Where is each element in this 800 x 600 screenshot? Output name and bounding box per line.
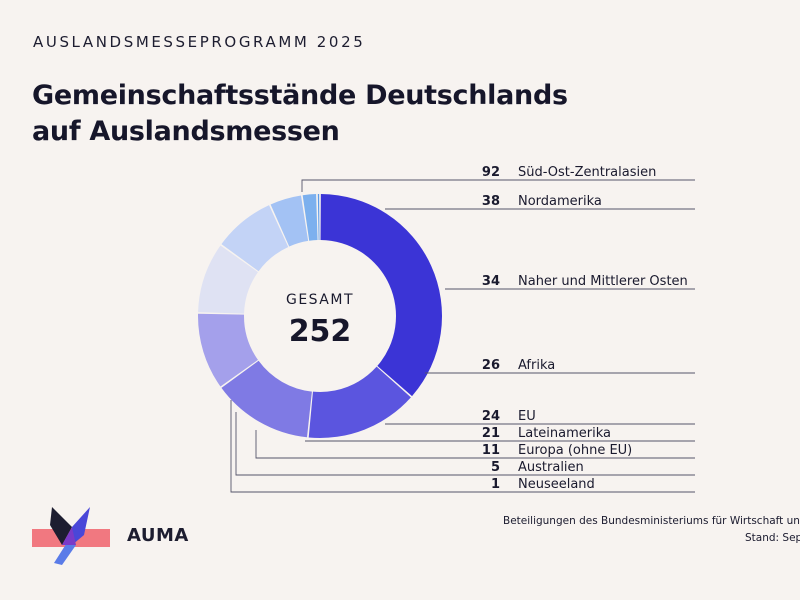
slice-nordamerika bbox=[308, 366, 411, 438]
title-line-1: Gemeinschaftsstände Deutschlands bbox=[32, 80, 568, 111]
chart-title: Gemeinschaftsstände Deutschlands auf Aus… bbox=[32, 78, 568, 150]
value-label-lateinamerika: 21 bbox=[482, 426, 500, 441]
leader-lines bbox=[230, 179, 695, 493]
value-label-europa-ohne-eu: 11 bbox=[482, 443, 500, 458]
slice-naher-und-mittlerer-osten bbox=[221, 360, 312, 438]
slice-neuseeland bbox=[317, 194, 320, 241]
category-label-naher-und-mittlerer-osten: Naher und Mittlerer Osten bbox=[518, 274, 688, 289]
category-label-neuseeland: Neuseeland bbox=[518, 477, 595, 492]
category-label-lateinamerika: Lateinamerika bbox=[518, 426, 611, 441]
slice-afrika bbox=[198, 313, 258, 387]
footer-source: Beteiligungen des Bundesministeriums für… bbox=[503, 515, 800, 527]
footer-stand: Stand: Sept bbox=[745, 532, 800, 544]
value-label-neuseeland: 1 bbox=[491, 477, 500, 492]
leader-europa-ohne-eu bbox=[255, 430, 695, 459]
kicker: AUSLANDSMESSEPROGRAMM 2025 bbox=[33, 33, 366, 51]
slice-lateinamerika bbox=[221, 205, 289, 272]
value-label-afrika: 26 bbox=[482, 358, 500, 373]
slice-europa-ohne-eu bbox=[270, 195, 309, 247]
category-label-australien: Australien bbox=[518, 460, 584, 475]
title-line-2: auf Auslandsmessen bbox=[32, 116, 340, 147]
category-label-eu: EU bbox=[518, 409, 536, 424]
slice-labels: 92 Süd-Ost-Zentralasien 38 Nordamerika 34 Nah… bbox=[482, 165, 688, 492]
value-label-eu: 24 bbox=[482, 409, 500, 424]
category-label-europa-ohne-eu: Europa (ohne EU) bbox=[518, 443, 632, 458]
value-label-naher-und-mittlerer-osten: 34 bbox=[482, 274, 500, 289]
slice-australien bbox=[302, 194, 318, 241]
slice-eu bbox=[198, 245, 258, 314]
leader-s-d-ost-zentralasien bbox=[301, 179, 695, 192]
value-label-s-d-ost-zentralasien: 92 bbox=[482, 165, 500, 180]
value-label-australien: 5 bbox=[491, 460, 500, 475]
brand-name: AUMA bbox=[127, 525, 189, 546]
donut-slices bbox=[198, 194, 442, 438]
leader-neuseeland bbox=[230, 400, 695, 493]
category-label-nordamerika: Nordamerika bbox=[518, 194, 602, 209]
category-label-s-d-ost-zentralasien: Süd-Ost-Zentralasien bbox=[518, 165, 656, 180]
leader-australien bbox=[235, 412, 695, 476]
center-caption: GESAMT bbox=[286, 292, 354, 308]
value-label-nordamerika: 38 bbox=[482, 194, 500, 209]
center-total: 252 bbox=[289, 314, 352, 349]
slice-s-d-ost-zentralasien bbox=[320, 194, 442, 397]
auma-logo-icon bbox=[32, 507, 110, 565]
category-label-afrika: Afrika bbox=[518, 358, 555, 373]
